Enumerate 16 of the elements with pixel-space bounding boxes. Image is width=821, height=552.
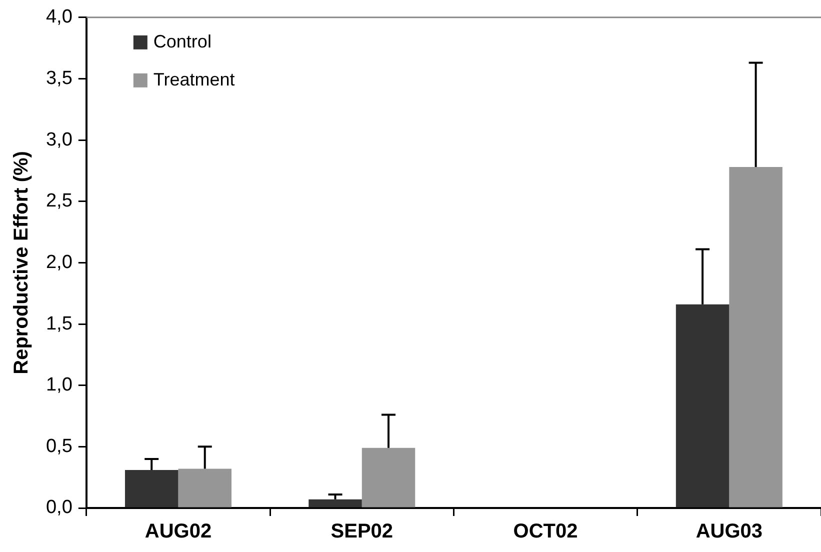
x-tick-label: OCT02 [513, 520, 578, 543]
y-tick-label: 3,0 [46, 129, 72, 150]
y-tick-label: 3,5 [46, 68, 72, 89]
y-axis-title: Reproductive Effort (%) [10, 151, 33, 374]
y-tick-label: 2,5 [46, 190, 72, 212]
y-tick-label: 0,0 [46, 497, 72, 518]
y-tick-label: 0,5 [46, 436, 72, 457]
y-tick-label: 4,0 [46, 6, 72, 28]
legend-label: Control [153, 31, 212, 52]
y-tick-label: 2,0 [46, 252, 72, 273]
legend-label: Treatment [153, 69, 235, 90]
x-tick-label: SEP02 [330, 520, 394, 543]
x-tick-label: AUG03 [696, 520, 763, 543]
y-tick-label: 1,5 [46, 313, 72, 334]
x-tick-label: AUG02 [144, 520, 212, 543]
y-tick-label: 1,0 [46, 374, 72, 396]
